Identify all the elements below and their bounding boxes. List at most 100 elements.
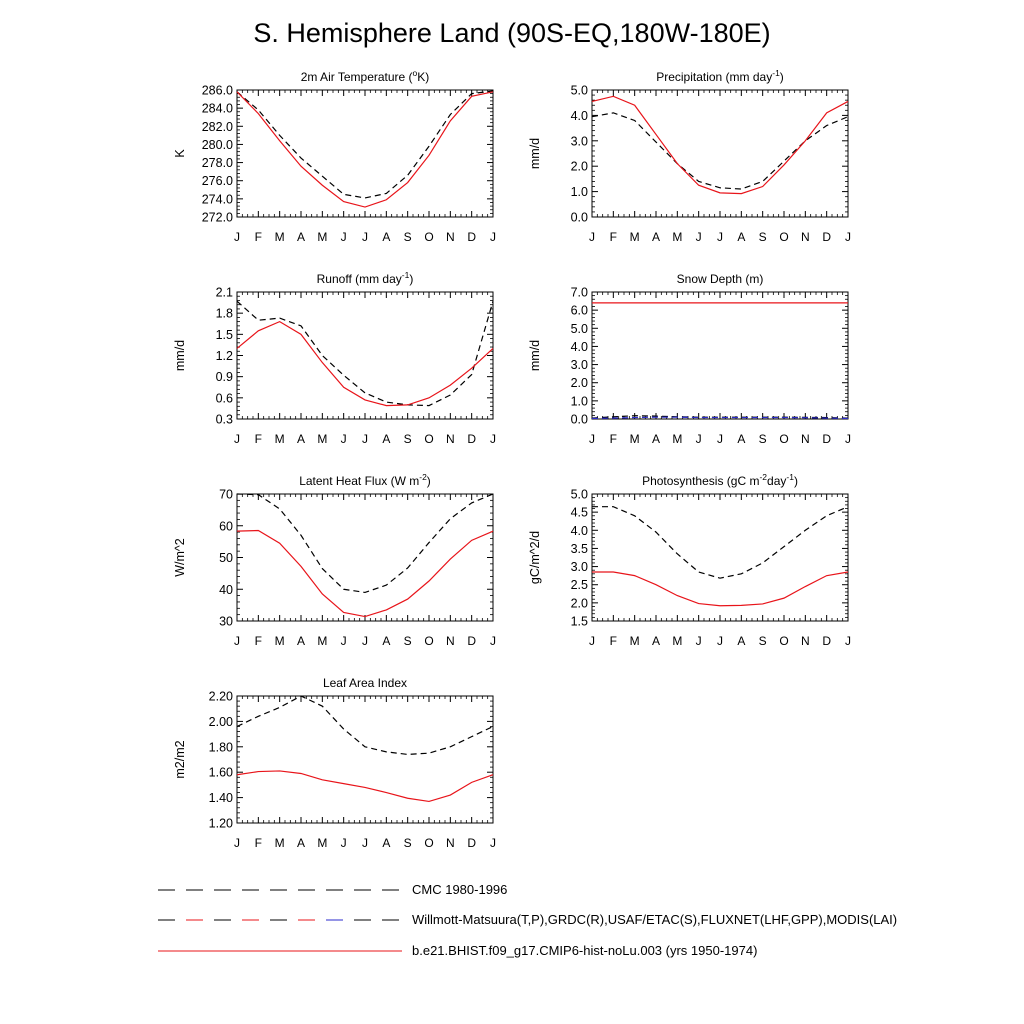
y-tick-label: 0.0 bbox=[571, 413, 588, 427]
y-tick-label: 1.60 bbox=[209, 766, 233, 780]
x-tick-label: J bbox=[234, 836, 240, 850]
legend-label-model: b.e21.BHIST.f09_g17.CMIP6-hist-noLu.003 … bbox=[412, 943, 758, 958]
x-tick-label: A bbox=[382, 432, 390, 446]
y-tick-label: 0.3 bbox=[216, 413, 233, 427]
x-tick-label: M bbox=[317, 230, 327, 244]
plot-frame bbox=[591, 89, 849, 218]
page-title: S. Hemisphere Land (90S-EQ,180W-180E) bbox=[253, 18, 771, 48]
x-tick-label: M bbox=[672, 634, 682, 648]
x-tick-label: D bbox=[467, 432, 476, 446]
y-tick-label: 272.0 bbox=[202, 211, 233, 225]
x-tick-label: J bbox=[490, 634, 496, 648]
y-tick-label: 1.0 bbox=[571, 394, 588, 408]
y-tick-label: 6.0 bbox=[571, 304, 588, 318]
x-tick-label: N bbox=[446, 634, 455, 648]
legend bbox=[158, 889, 402, 952]
x-tick-label: F bbox=[610, 230, 617, 244]
y-tick-label: 1.20 bbox=[209, 817, 233, 831]
chart-panel-6: J F M A M J J A S O N D J1.201.401.601.802.002.20Lea… bbox=[173, 676, 496, 850]
x-tick-label: S bbox=[404, 836, 412, 850]
x-tick-label: O bbox=[779, 634, 788, 648]
plot-frame bbox=[236, 695, 494, 824]
y-tick-label: 0.6 bbox=[216, 391, 233, 405]
x-tick-label: M bbox=[275, 432, 285, 446]
x-tick-label: D bbox=[822, 432, 831, 446]
series-line-obs bbox=[591, 112, 849, 190]
x-tick-label: M bbox=[630, 634, 640, 648]
y-tick-label: 2.1 bbox=[216, 286, 233, 300]
x-tick-label: M bbox=[275, 836, 285, 850]
y-tick-label: 1.0 bbox=[571, 185, 588, 199]
y-axis-label: m2/m2 bbox=[173, 740, 187, 778]
x-tick-label: S bbox=[759, 634, 767, 648]
x-tick-label: J bbox=[362, 634, 368, 648]
x-tick-label: A bbox=[382, 230, 390, 244]
x-tick-label: D bbox=[822, 634, 831, 648]
x-tick-label: J bbox=[341, 230, 347, 244]
x-tick-label: M bbox=[275, 634, 285, 648]
chart-panel-5: J F M A M J J A S O N D J1.52.02.53.03.54.04.55.0Pho… bbox=[528, 472, 851, 648]
x-tick-label: M bbox=[317, 432, 327, 446]
y-tick-label: 70 bbox=[219, 488, 233, 502]
panel-title: Photosynthesis (gC m-2day-1) bbox=[642, 472, 798, 488]
x-tick-label: J bbox=[341, 432, 347, 446]
series-line-model bbox=[236, 91, 494, 208]
y-tick-label: 4.0 bbox=[571, 109, 588, 123]
x-tick-label: A bbox=[297, 634, 305, 648]
x-tick-label: A bbox=[737, 230, 745, 244]
y-axis-label: gC/m^2/d bbox=[528, 531, 542, 584]
x-tick-label: J bbox=[845, 634, 851, 648]
series-line-model bbox=[236, 320, 494, 407]
x-tick-label: S bbox=[759, 230, 767, 244]
x-tick-label: O bbox=[424, 432, 433, 446]
series-line-obs bbox=[236, 300, 494, 407]
x-tick-label: D bbox=[467, 634, 476, 648]
series-line-obs_alt bbox=[591, 416, 849, 420]
x-tick-label: M bbox=[317, 836, 327, 850]
x-tick-label: N bbox=[801, 230, 810, 244]
y-tick-label: 1.80 bbox=[209, 740, 233, 754]
x-tick-label: J bbox=[717, 432, 723, 446]
y-tick-label: 4.5 bbox=[571, 506, 588, 520]
x-tick-label: F bbox=[610, 432, 617, 446]
x-tick-label: O bbox=[779, 230, 788, 244]
y-tick-label: 282.0 bbox=[202, 120, 233, 134]
x-tick-label: J bbox=[845, 432, 851, 446]
x-tick-label: A bbox=[652, 634, 660, 648]
y-tick-label: 50 bbox=[219, 551, 233, 565]
x-tick-label: J bbox=[717, 634, 723, 648]
y-tick-label: 1.2 bbox=[216, 349, 233, 363]
x-tick-label: A bbox=[382, 836, 390, 850]
x-tick-label: J bbox=[490, 230, 496, 244]
x-tick-label: N bbox=[446, 836, 455, 850]
y-tick-label: 276.0 bbox=[202, 174, 233, 188]
x-tick-label: J bbox=[696, 634, 702, 648]
y-axis-label: mm/d bbox=[528, 340, 542, 371]
panel-title: 2m Air Temperature (oK) bbox=[301, 68, 430, 84]
x-tick-label: S bbox=[759, 432, 767, 446]
x-tick-label: F bbox=[255, 634, 262, 648]
panel-title: Precipitation (mm day-1) bbox=[656, 68, 784, 84]
y-tick-label: 1.40 bbox=[209, 791, 233, 805]
x-tick-label: J bbox=[362, 432, 368, 446]
series-line-obs bbox=[236, 493, 494, 594]
y-tick-label: 3.0 bbox=[571, 358, 588, 372]
y-tick-label: 4.0 bbox=[571, 524, 588, 538]
series-line-obs bbox=[236, 695, 494, 756]
x-tick-label: M bbox=[630, 432, 640, 446]
panel-title: Leaf Area Index bbox=[323, 676, 407, 690]
x-tick-label: A bbox=[382, 634, 390, 648]
y-tick-label: 278.0 bbox=[202, 156, 233, 170]
x-tick-label: A bbox=[652, 432, 660, 446]
x-tick-label: J bbox=[490, 432, 496, 446]
x-tick-label: N bbox=[446, 432, 455, 446]
x-tick-label: A bbox=[737, 634, 745, 648]
y-tick-label: 60 bbox=[219, 519, 233, 533]
x-tick-label: S bbox=[404, 230, 412, 244]
y-axis-label: W/m^2 bbox=[173, 538, 187, 577]
y-tick-label: 30 bbox=[219, 615, 233, 629]
y-tick-label: 274.0 bbox=[202, 192, 233, 206]
y-tick-label: 2.0 bbox=[571, 596, 588, 610]
